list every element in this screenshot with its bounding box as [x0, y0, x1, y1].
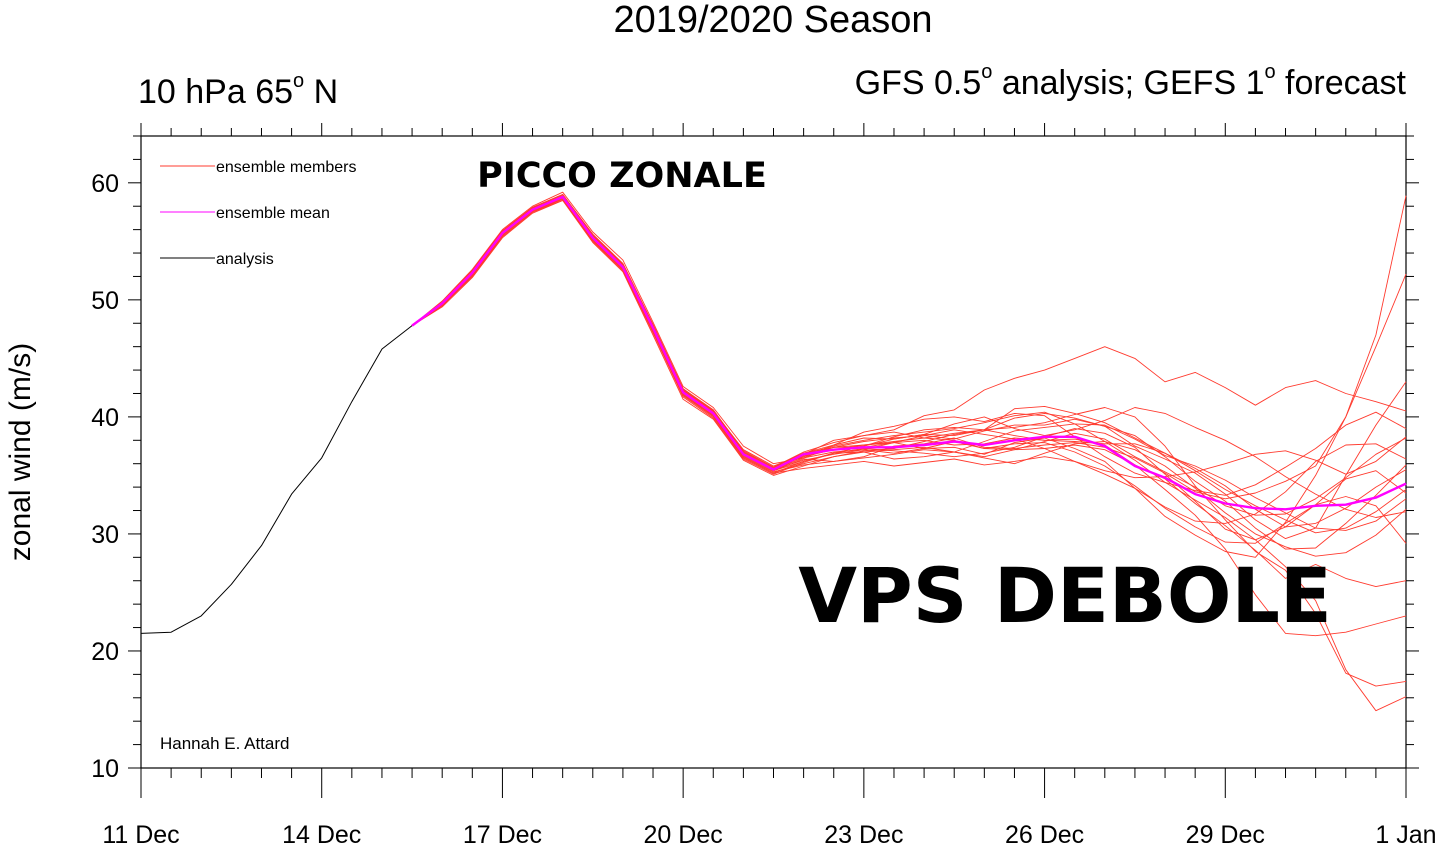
author-credit: Hannah E. Attard	[160, 734, 289, 753]
ensemble-member-line-14	[411, 196, 1407, 524]
x-tick-label: 29 Dec	[1186, 821, 1265, 846]
axis-tick-labels: 10 20 30 40 50 60 11 Dec 14 Dec 17 Dec 20 Dec 23 D…	[91, 170, 1436, 846]
x-tick-label: 23 Dec	[824, 821, 903, 846]
legend-label-analysis: analysis	[216, 251, 274, 268]
analysis-line	[140, 325, 413, 634]
ensemble-member-line-8	[411, 198, 1407, 588]
ensemble-member-line-12	[411, 199, 1407, 531]
x-tick-label: 11 Dec	[102, 821, 179, 846]
y-axis-label: zonal wind (m/s)	[4, 343, 37, 561]
annotation-picco-zonale: PICCO ZONALE	[477, 156, 767, 196]
x-tick-label: 17 Dec	[463, 821, 542, 846]
series-lines	[140, 195, 1407, 634]
annotation-vps-debole: VPS DEBOLE	[798, 551, 1332, 640]
y-tick-label: 40	[91, 404, 119, 432]
ensemble-member-line-19	[411, 197, 1407, 479]
y-tick-label: 60	[91, 170, 119, 198]
legend-label-ensemble-mean: ensemble mean	[216, 205, 330, 222]
chart-subtitle-left: 10 hPa 65o N	[138, 70, 338, 111]
legend-label-ensemble-members: ensemble members	[216, 159, 357, 176]
plot-area-frame	[140, 135, 1407, 769]
ensemble-member-line-3	[411, 191, 1407, 558]
ensemble-member-line-15	[411, 195, 1407, 544]
y-tick-label: 50	[91, 287, 119, 315]
y-tick-label: 30	[91, 521, 119, 549]
ensemble-member-line-18	[411, 195, 1407, 534]
legend: ensemble members ensemble mean analysis	[160, 159, 357, 268]
ensemble-member-line-9	[411, 196, 1407, 528]
ensemble-member-line-17	[411, 197, 1407, 544]
x-tick-label: 20 Dec	[644, 821, 723, 846]
y-tick-label: 20	[91, 638, 119, 666]
ensemble-member-line-16	[411, 198, 1407, 557]
ensemble-mean-line	[411, 195, 1407, 511]
ensemble-member-line-10	[411, 197, 1407, 550]
ensemble-member-line-11	[411, 194, 1407, 516]
ensemble-member-line-1	[411, 194, 1407, 467]
x-tick-label: 26 Dec	[1005, 821, 1084, 846]
chart-subtitle-right: GFS 0.5o analysis; GEFS 1o forecast	[855, 61, 1407, 102]
ensemble-member-line-2	[411, 198, 1407, 540]
chart-title-group: 2019/2020 Season 10 hPa 65o N GFS 0.5o a…	[138, 0, 1407, 111]
x-tick-label: 14 Dec	[282, 821, 361, 846]
x-tick-label: 1 Jan	[1375, 821, 1436, 846]
y-tick-label: 10	[91, 755, 119, 783]
ensemble-member-line-20	[411, 194, 1407, 518]
chart-title: 2019/2020 Season	[613, 0, 932, 41]
axis-ticks	[128, 123, 1419, 798]
